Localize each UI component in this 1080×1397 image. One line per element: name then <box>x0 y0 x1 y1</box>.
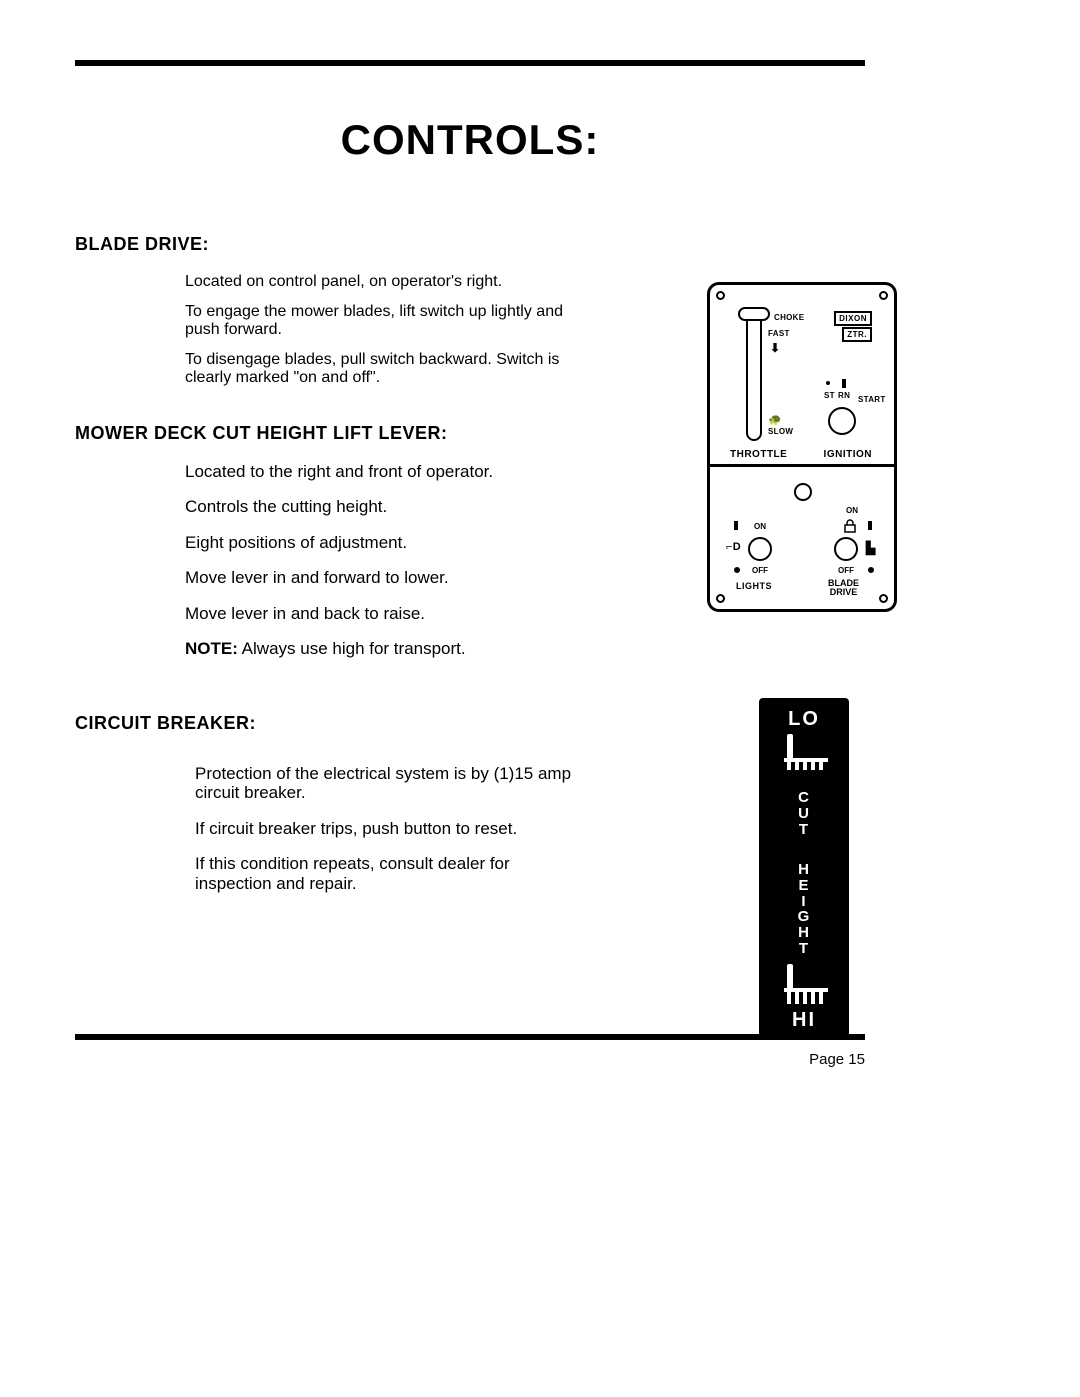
body-circuit-breaker: Protection of the electrical system is b… <box>195 764 575 894</box>
rake-tooth <box>819 762 823 770</box>
panel-upper: CHOKE FAST ⬇ 🐢 SLOW DIXON ZTR. ST RN STA… <box>710 285 894 467</box>
dot-icon <box>868 567 874 573</box>
label-rn: RN <box>838 391 850 400</box>
lights-switch <box>748 537 772 561</box>
para: Protection of the electrical system is b… <box>195 764 575 803</box>
label-lights-off: OFF <box>752 567 768 575</box>
indicator-hole <box>794 483 812 501</box>
label-choke: CHOKE <box>774 313 804 322</box>
label-slow: SLOW <box>768 427 793 436</box>
label-hi: HI <box>759 1009 849 1032</box>
fast-icon: ⬇ <box>770 341 780 355</box>
body-blade-drive: Located on control panel, on operator's … <box>185 273 565 387</box>
section-circuit-breaker: CIRCUIT BREAKER: Protection of the elect… <box>75 713 865 894</box>
cut-height-lever-diagram: LO C U T H E I G H T HI <box>759 698 849 1040</box>
label-st: ST <box>824 391 835 400</box>
label-start: START <box>858 395 886 404</box>
control-panel-diagram: CHOKE FAST ⬇ 🐢 SLOW DIXON ZTR. ST RN STA… <box>707 282 897 612</box>
rake-tooth <box>803 762 807 770</box>
body-deck-lever: Located to the right and front of operat… <box>185 462 565 659</box>
tick-icon <box>842 379 846 388</box>
rake-tooth <box>811 992 815 1004</box>
note-label: NOTE: <box>185 639 238 658</box>
lock-icon <box>842 519 858 533</box>
label-lo: LO <box>759 708 849 731</box>
rake-handle <box>787 964 793 988</box>
para: If this condition repeats, consult deale… <box>195 854 575 893</box>
throttle-slot <box>746 311 762 441</box>
para: To disengage blades, pull switch backwar… <box>185 351 565 387</box>
rake-tooth <box>787 992 791 1004</box>
rake-tooth <box>787 762 791 770</box>
para: Eight positions of adjustment. <box>185 533 565 553</box>
blade-icon: ▙ <box>866 541 876 555</box>
screw-icon <box>716 594 725 603</box>
para: If circuit breaker trips, push button to… <box>195 819 575 839</box>
dot-icon <box>826 381 830 385</box>
label-ignition: IGNITION <box>824 449 872 460</box>
rake-tooth <box>795 992 799 1004</box>
para: Move lever in and forward to lower. <box>185 568 565 588</box>
rake-tooth <box>819 992 823 1004</box>
throttle-knob <box>738 307 770 321</box>
label-throttle: THROTTLE <box>730 449 787 460</box>
label-blade-on: ON <box>846 507 858 515</box>
label-fast: FAST <box>768 329 790 338</box>
heading-circuit-breaker: CIRCUIT BREAKER: <box>75 713 865 734</box>
heading-blade-drive: BLADE DRIVE: <box>75 234 865 255</box>
label-lights: LIGHTS <box>736 581 772 591</box>
label-lights-on: ON <box>754 523 766 531</box>
tick-icon <box>868 521 872 530</box>
blade-drive-switch <box>834 537 858 561</box>
para: Controls the cutting height. <box>185 497 565 517</box>
para: Located on control panel, on operator's … <box>185 273 565 291</box>
page-title: CONTROLS: <box>75 116 865 164</box>
tick-icon <box>734 521 738 530</box>
page-number: Page 15 <box>809 1051 865 1068</box>
rake-handle <box>787 734 793 758</box>
dot-icon <box>734 567 740 573</box>
para: Located to the right and front of operat… <box>185 462 565 482</box>
para: To engage the mower blades, lift switch … <box>185 303 565 339</box>
ignition-switch <box>828 407 856 435</box>
slow-icon: 🐢 <box>768 413 782 426</box>
rake-tooth <box>811 762 815 770</box>
page-frame: CONTROLS: BLADE DRIVE: Located on contro… <box>75 60 865 1040</box>
screw-icon <box>879 594 888 603</box>
label-height: H E I G H T <box>759 862 849 957</box>
para: Move lever in and back to raise. <box>185 604 565 624</box>
rake-tooth <box>795 762 799 770</box>
rake-tooth <box>803 992 807 1004</box>
badge-dixon: DIXON <box>834 311 872 326</box>
label-blade-off: OFF <box>838 567 854 575</box>
lights-icon: ⌐D <box>726 541 741 553</box>
label-cut: C U T <box>759 790 849 837</box>
badge-ztr: ZTR. <box>842 327 872 342</box>
para-note: NOTE: Always use high for transport. <box>185 639 565 659</box>
note-text: Always use high for transport. <box>238 639 466 658</box>
label-blade-drive: BLADE DRIVE <box>828 579 859 597</box>
